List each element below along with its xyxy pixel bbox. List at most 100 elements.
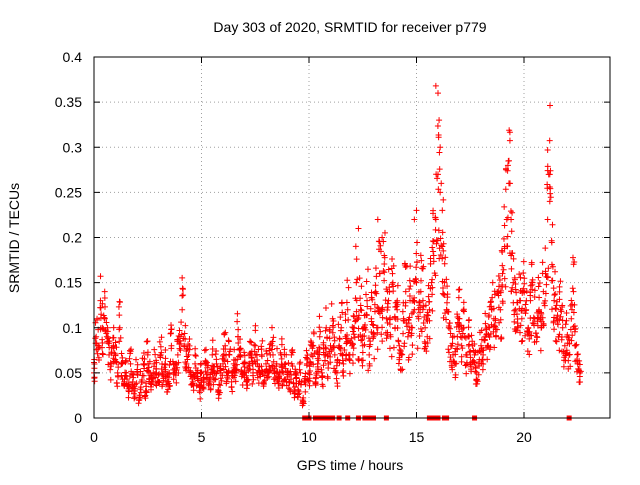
data-point xyxy=(576,373,583,380)
data-point xyxy=(379,314,386,321)
y-tick-label: 0.25 xyxy=(55,184,82,200)
data-point xyxy=(434,175,441,182)
data-point xyxy=(128,368,135,375)
data-point xyxy=(565,365,572,372)
data-point xyxy=(152,351,159,358)
data-point xyxy=(518,338,525,345)
data-point xyxy=(343,299,350,306)
data-point xyxy=(320,362,327,369)
data-point xyxy=(263,360,269,367)
data-point xyxy=(113,358,120,365)
data-point xyxy=(418,257,425,264)
data-point xyxy=(385,297,392,304)
data-point xyxy=(275,385,282,392)
data-point xyxy=(99,300,106,307)
data-point xyxy=(307,358,314,365)
data-point xyxy=(358,357,365,364)
data-point xyxy=(189,380,196,387)
data-point xyxy=(572,325,579,332)
data-point xyxy=(512,306,519,313)
data-point xyxy=(538,309,545,316)
data-point xyxy=(251,358,258,365)
data-point xyxy=(162,346,169,353)
data-point xyxy=(243,385,250,392)
data-point xyxy=(408,332,415,339)
x-tick-label: 15 xyxy=(409,429,425,445)
data-point xyxy=(231,362,238,369)
data-point xyxy=(399,308,406,315)
data-point xyxy=(492,332,499,339)
data-point xyxy=(445,349,452,356)
data-point xyxy=(181,330,188,337)
data-point xyxy=(383,335,390,342)
data-point xyxy=(232,378,239,385)
data-point xyxy=(413,259,420,266)
data-point xyxy=(479,357,486,364)
data-point xyxy=(393,299,400,306)
data-point xyxy=(139,355,146,362)
data-point xyxy=(122,357,129,364)
data-point xyxy=(435,134,442,141)
data-point xyxy=(91,378,98,385)
data-point xyxy=(396,342,403,349)
data-point xyxy=(500,266,507,273)
data-point xyxy=(474,378,481,385)
data-point xyxy=(435,227,442,234)
x-tick-label: 20 xyxy=(516,429,532,445)
data-point xyxy=(548,277,555,284)
data-point xyxy=(235,326,242,333)
data-point xyxy=(166,382,173,389)
data-point xyxy=(241,359,248,366)
data-point xyxy=(133,356,140,363)
data-point xyxy=(445,308,452,315)
data-point xyxy=(460,308,467,315)
data-point xyxy=(517,322,524,329)
data-point xyxy=(249,380,256,387)
data-point xyxy=(360,325,367,332)
data-point xyxy=(382,329,389,336)
data-point xyxy=(310,361,317,368)
data-point xyxy=(97,304,104,311)
x-tick-label: 5 xyxy=(198,429,206,445)
data-point xyxy=(143,338,150,345)
data-point xyxy=(110,345,117,352)
data-point xyxy=(278,341,285,348)
data-point xyxy=(99,350,106,357)
data-point xyxy=(264,374,271,381)
data-point xyxy=(557,313,564,320)
data-point xyxy=(266,366,273,373)
data-point xyxy=(306,382,313,389)
data-point xyxy=(446,320,453,327)
data-point xyxy=(466,349,473,356)
data-point xyxy=(221,331,228,338)
data-point xyxy=(560,363,567,370)
data-point xyxy=(237,345,244,352)
data-point xyxy=(366,351,373,358)
data-point xyxy=(221,357,228,364)
data-point xyxy=(124,376,131,383)
data-point xyxy=(419,297,426,304)
data-point xyxy=(517,297,524,304)
data-point xyxy=(373,324,380,331)
data-point xyxy=(459,345,466,352)
data-point-peak xyxy=(436,117,443,124)
data-point xyxy=(336,335,343,342)
data-point xyxy=(522,310,529,317)
data-point xyxy=(186,336,193,343)
data-point xyxy=(174,364,181,371)
data-point xyxy=(414,345,421,352)
data-point xyxy=(449,366,456,373)
data-point xyxy=(397,366,404,373)
data-point xyxy=(320,339,327,346)
data-point xyxy=(318,366,325,373)
data-point xyxy=(99,351,106,358)
data-point xyxy=(443,276,450,283)
data-point xyxy=(227,346,234,353)
data-point xyxy=(570,288,577,295)
data-point xyxy=(336,359,343,366)
data-point xyxy=(511,276,518,283)
data-point xyxy=(568,315,575,322)
data-point xyxy=(359,362,366,369)
data-point xyxy=(206,377,213,384)
data-point xyxy=(521,280,528,287)
